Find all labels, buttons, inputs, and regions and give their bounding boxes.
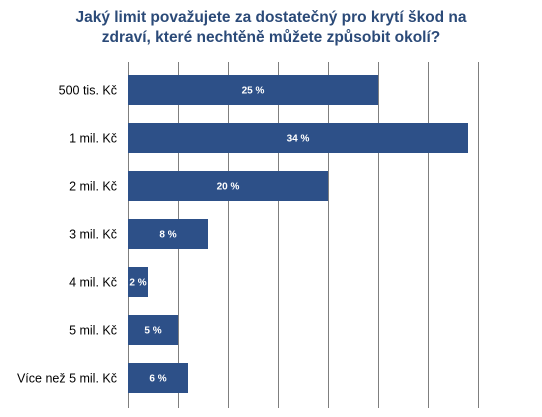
- category-label: Více než 5 mil. Kč: [17, 372, 117, 386]
- data-label: 6 %: [149, 374, 166, 385]
- data-label: 5 %: [144, 326, 161, 337]
- chart-title-line-2: zdraví, které nechtěně můžete způsobit o…: [101, 29, 441, 46]
- bar: [128, 123, 468, 153]
- category-label: 4 mil. Kč: [69, 276, 117, 290]
- data-label: 8 %: [159, 230, 176, 241]
- gridlines: [178, 62, 479, 408]
- bar: [128, 363, 188, 393]
- category-label: 2 mil. Kč: [69, 180, 117, 194]
- data-label: 34 %: [287, 134, 310, 145]
- chart-title-line-1: Jaký limit považujete za dostatečný pro …: [75, 9, 467, 26]
- category-label: 1 mil. Kč: [69, 132, 117, 146]
- category-label: 5 mil. Kč: [69, 324, 117, 338]
- category-label: 3 mil. Kč: [69, 228, 117, 242]
- category-label: 500 tis. Kč: [59, 84, 117, 98]
- bar: [128, 171, 328, 201]
- bar: [128, 267, 148, 297]
- data-label: 25 %: [242, 86, 265, 97]
- bar: [128, 219, 208, 249]
- chart-title: Jaký limit považujete za dostatečný pro …: [0, 8, 542, 48]
- data-label: 2 %: [129, 278, 146, 289]
- data-label: 20 %: [217, 182, 240, 193]
- bar: [128, 315, 178, 345]
- bars: 25 % 500 tis. Kč 34 % 1 mil. Kč 20 % 2 mil. K…: [17, 75, 468, 393]
- bar: [128, 75, 378, 105]
